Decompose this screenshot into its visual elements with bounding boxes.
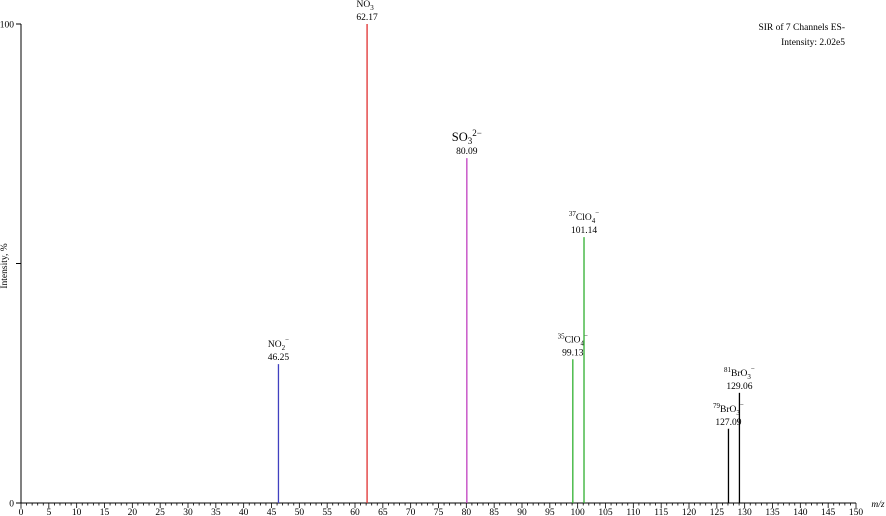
ion-subscript: 3 [747,373,751,381]
peak-mz-label: 80.09 [456,147,478,157]
ion-formula: BrO [720,405,737,415]
x-tick-label: 85 [489,508,499,516]
x-tick-label: 115 [654,508,668,516]
peak-ion-label: SO32− [452,128,482,146]
x-tick-label: 40 [239,508,249,516]
x-tick-label: 100 [571,508,586,516]
info-line-2: Intensity: 2.02e5 [781,38,845,48]
x-tick-label: 110 [626,508,640,516]
x-tick-label: 120 [682,508,697,516]
peak-mz-label: 129.06 [726,382,752,392]
ion-charge: − [374,0,378,4]
peak-mz-label: 62.17 [356,13,378,23]
peak-ion-label: NO2− [268,336,289,352]
ion-subscript: 3 [370,4,374,12]
info-line-1: SIR of 7 Channels ES- [758,22,845,33]
ion-subscript: 4 [592,217,596,225]
x-tick-label: 35 [211,508,221,516]
ion-charge: − [584,331,588,339]
x-axis-title: m/z [871,500,885,510]
peak-ion-label: 81BrO3− [724,365,755,381]
y-tick-label: 0 [9,500,14,510]
x-tick-label: 70 [406,508,416,516]
x-tick-label: 45 [267,508,277,516]
x-tick-label: 5 [46,508,51,516]
x-tick-label: 50 [295,508,305,516]
x-tick-label: 60 [350,508,360,516]
x-tick-label: 145 [821,508,836,516]
ion-formula: BrO [731,369,748,379]
axes: 0 100 0 5 10 15 20 25 30 35 40 45 50 55 60 65 70 75 80 85 90… [0,21,863,516]
peak-mz-label: 127.09 [715,418,741,428]
ion-formula: ClO [576,213,592,223]
peak-mz-label: 46.25 [268,353,290,363]
ion-formula: ClO [565,335,581,345]
peak-ion-label: 35ClO4− [558,331,588,347]
ion-subscript: 3 [736,409,740,417]
ion-charge: − [285,336,289,344]
x-tick-label: 90 [517,508,527,516]
ion-subscript: 3 [468,136,473,146]
ion-formula: SO [452,130,468,144]
ion-mass-number: 35 [558,332,566,340]
ion-mass-number: 37 [569,210,577,218]
ion-charge: − [595,209,599,217]
x-tick-label: 10 [72,508,82,516]
x-tick-label: 0 [19,508,24,516]
ion-subscript: 2 [282,344,286,352]
ion-mass-number: 79 [713,402,721,410]
x-tick-label: 20 [128,508,138,516]
x-tick-label: 105 [598,508,613,516]
x-tick-label: 130 [738,508,753,516]
x-tick-label: 65 [378,508,388,516]
peak-ion-label: NO3− [356,0,377,12]
x-tick-label: 140 [793,508,808,516]
x-tick-label: 30 [183,508,193,516]
ion-formula: NO [356,0,370,10]
x-tick-label: 135 [765,508,780,516]
x-tick-label: 75 [434,508,444,516]
ion-charge: − [740,401,744,409]
x-tick-label: 55 [322,508,332,516]
peak-ion-label: 79BrO3− [713,401,744,417]
ion-subscript: 4 [581,339,585,347]
x-tick-label: 125 [710,508,725,516]
x-tick-label: 95 [545,508,555,516]
peak-mz-label: 99.13 [562,348,584,358]
peaks: 46.25NO2−62.17NO3−80.09SO32−99.1335ClO4−… [268,0,755,503]
y-tick-label: 100 [0,21,14,31]
peak-mz-label: 101.14 [571,226,597,236]
y-axis-title: Intensity, % [0,243,10,288]
x-tick-label: 150 [849,508,864,516]
ion-charge: 2− [472,128,482,138]
ion-charge: − [751,365,755,373]
x-tick-label: 80 [462,508,472,516]
ion-formula: NO [268,340,282,350]
x-tick-label: 15 [100,508,110,516]
ion-mass-number: 81 [724,366,732,374]
peak-ion-label: 37ClO4− [569,209,599,225]
x-tick-label: 25 [155,508,165,516]
